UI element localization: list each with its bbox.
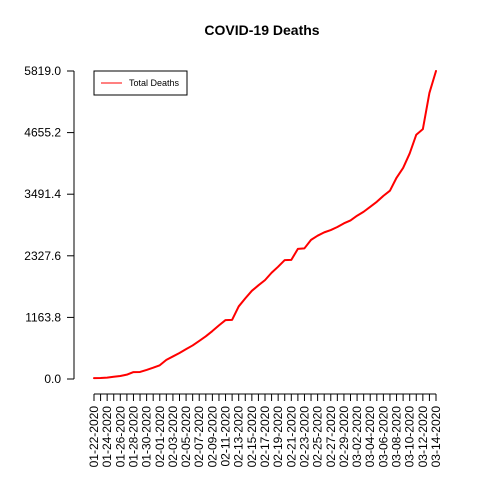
x-axis: 01-22-2020 01-24-2020 01-26-2020 01-28-2020… bbox=[87, 393, 443, 468]
x-tick-label: 02-01-2020 bbox=[153, 406, 167, 468]
x-tick-label: 02-19-2020 bbox=[271, 406, 285, 468]
x-tick-label: 02-05-2020 bbox=[179, 406, 193, 468]
x-tick-label: 03-14-2020 bbox=[429, 406, 443, 468]
x-tick-label: 03-04-2020 bbox=[363, 406, 377, 468]
x-tick-label: 02-21-2020 bbox=[284, 406, 298, 468]
y-tick-label: 0.0 bbox=[44, 372, 61, 386]
legend-label: Total Deaths bbox=[129, 78, 180, 88]
x-tick-label: 03-12-2020 bbox=[416, 406, 430, 468]
x-tick-label: 01-26-2020 bbox=[113, 406, 127, 468]
x-tick-label: 03-02-2020 bbox=[350, 406, 364, 468]
x-tick-label: 02-07-2020 bbox=[192, 406, 206, 468]
y-tick-label: 2327.6 bbox=[24, 249, 61, 263]
series-layer bbox=[93, 70, 437, 380]
y-tick-label: 3491.4 bbox=[24, 187, 61, 201]
y-tick-label: 5819.0 bbox=[24, 64, 61, 78]
x-tick-label: 03-10-2020 bbox=[403, 406, 417, 468]
x-tick-label: 03-08-2020 bbox=[390, 406, 404, 468]
legend: Total Deaths bbox=[93, 70, 188, 96]
x-tick-label: 02-03-2020 bbox=[166, 406, 180, 468]
x-tick-label: 02-13-2020 bbox=[232, 406, 246, 468]
series-line bbox=[93, 70, 437, 380]
x-tick-label: 02-29-2020 bbox=[337, 406, 351, 468]
x-tick-label: 01-24-2020 bbox=[100, 406, 114, 468]
x-tick-label: 02-15-2020 bbox=[245, 406, 259, 468]
y-axis: 0.0 1163.8 2327.6 3491.4 4655.2 5819.0 bbox=[24, 64, 75, 386]
x-tick-label: 02-27-2020 bbox=[324, 406, 338, 468]
x-tick-label: 02-25-2020 bbox=[311, 406, 325, 468]
x-tick-label: 02-17-2020 bbox=[258, 406, 272, 468]
x-tick-label: 03-06-2020 bbox=[376, 406, 390, 468]
x-tick-label: 01-28-2020 bbox=[126, 406, 140, 468]
y-tick-label: 4655.2 bbox=[24, 126, 61, 140]
x-tick-label: 02-23-2020 bbox=[297, 406, 311, 468]
x-tick-label: 01-22-2020 bbox=[87, 406, 101, 468]
x-tick-label: 02-11-2020 bbox=[219, 406, 233, 467]
y-tick-label: 1163.8 bbox=[25, 310, 61, 324]
x-tick-label: 02-09-2020 bbox=[205, 406, 219, 468]
x-tick-label: 01-30-2020 bbox=[140, 406, 154, 468]
chart-title: COVID-19 Deaths bbox=[204, 22, 319, 38]
